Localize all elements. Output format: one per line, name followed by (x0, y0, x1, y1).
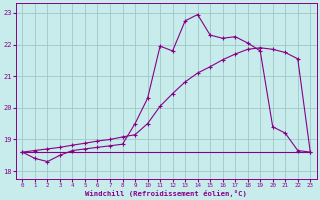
X-axis label: Windchill (Refroidissement éolien,°C): Windchill (Refroidissement éolien,°C) (85, 190, 247, 197)
